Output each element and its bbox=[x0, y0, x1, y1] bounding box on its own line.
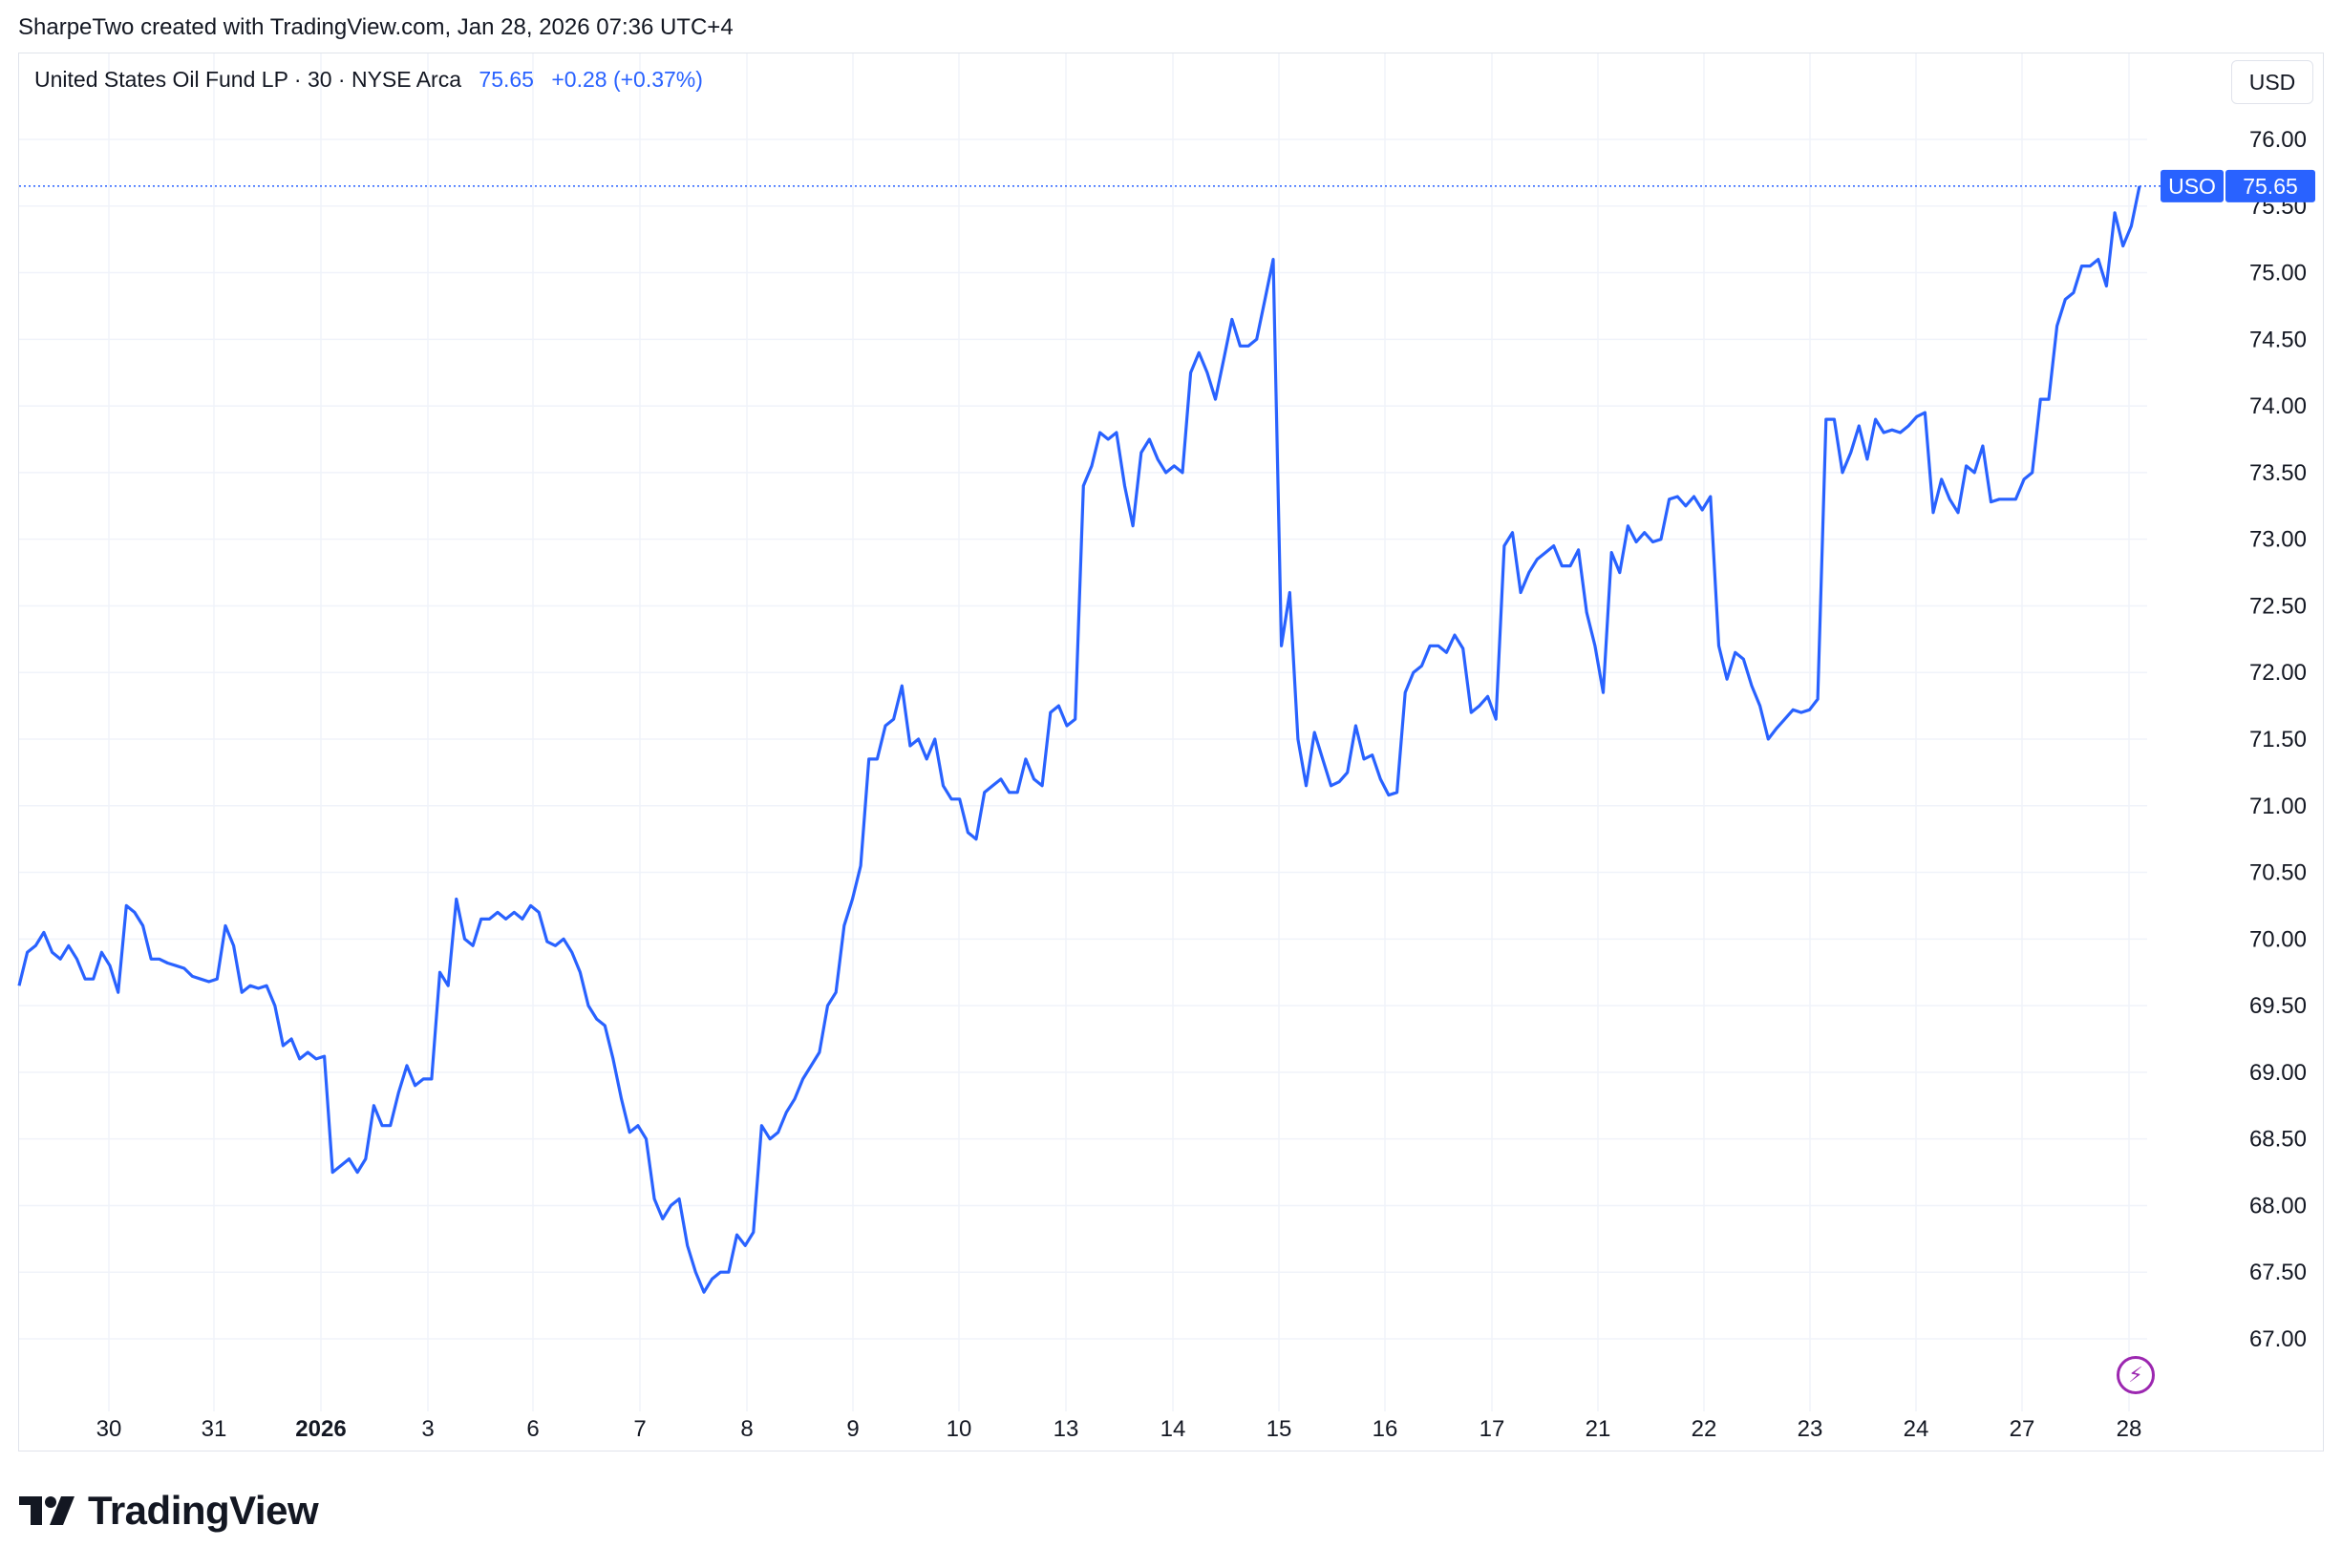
x-tick-label: 9 bbox=[846, 1416, 859, 1442]
y-axis: 67.00 67.50 68.00 68.50 69.00 69.50 70.00 70.50… bbox=[2249, 127, 2307, 1352]
price-tag-ticker: USO bbox=[2168, 174, 2216, 199]
y-tick-label: 67.50 bbox=[2249, 1260, 2307, 1285]
x-tick-label: 8 bbox=[740, 1416, 753, 1442]
x-tick-label: 10 bbox=[947, 1416, 972, 1442]
y-tick-label: 72.50 bbox=[2249, 593, 2307, 619]
brand-name: TradingView bbox=[88, 1488, 319, 1533]
x-tick-label: 22 bbox=[1692, 1416, 1717, 1442]
x-axis: 30 31 2026 3 6 7 8 9 10 13 14 15 16 17 21 22 23 24 27 28 bbox=[96, 1416, 2142, 1442]
tradingview-logo[interactable]: TradingView bbox=[19, 1488, 319, 1534]
y-tick-label: 73.00 bbox=[2249, 527, 2307, 553]
y-tick-label: 73.50 bbox=[2249, 460, 2307, 486]
y-tick-label: 75.00 bbox=[2249, 261, 2307, 286]
last-price: 75.65 bbox=[479, 67, 534, 92]
x-tick-label: 24 bbox=[1904, 1416, 1929, 1442]
symbol-legend[interactable]: United States Oil Fund LP · 30 · NYSE Ar… bbox=[34, 67, 703, 93]
price-tag-value-bg bbox=[2225, 169, 2315, 202]
y-tick-label: 69.00 bbox=[2249, 1060, 2307, 1086]
x-tick-label: 28 bbox=[2117, 1416, 2142, 1442]
x-tick-label: 30 bbox=[96, 1416, 122, 1442]
x-tick-label: 23 bbox=[1798, 1416, 1823, 1442]
x-tick-label: 21 bbox=[1586, 1416, 1611, 1442]
x-tick-label: 2026 bbox=[295, 1416, 346, 1442]
lightning-icon[interactable]: ⚡ bbox=[2117, 1356, 2155, 1394]
y-tick-label: 70.00 bbox=[2249, 926, 2307, 952]
y-tick-label: 76.00 bbox=[2249, 127, 2307, 153]
x-tick-label: 17 bbox=[1480, 1416, 1505, 1442]
y-tick-label: 74.50 bbox=[2249, 327, 2307, 352]
price-tag: USO 75.65 bbox=[2161, 169, 2315, 202]
y-tick-label: 71.00 bbox=[2249, 794, 2307, 819]
y-tick-label: 69.50 bbox=[2249, 993, 2307, 1019]
x-tick-label: 15 bbox=[1267, 1416, 1292, 1442]
symbol-text[interactable]: United States Oil Fund LP · 30 · NYSE Ar… bbox=[34, 67, 462, 92]
x-tick-label: 27 bbox=[2010, 1416, 2035, 1442]
y-tick-label: 74.00 bbox=[2249, 393, 2307, 419]
chart-caption: SharpeTwo created with TradingView.com, … bbox=[18, 14, 734, 40]
grid-layer bbox=[19, 53, 2147, 1411]
x-tick-label: 14 bbox=[1160, 1416, 1186, 1442]
price-series-line bbox=[17, 185, 2141, 1294]
price-tag-ticker-bg bbox=[2161, 169, 2224, 202]
chart-frame bbox=[18, 53, 2324, 1451]
x-tick-label: 3 bbox=[421, 1416, 434, 1442]
y-tick-label: 68.00 bbox=[2249, 1193, 2307, 1218]
price-tag-value: 75.65 bbox=[2243, 174, 2298, 199]
y-tick-label: 71.50 bbox=[2249, 727, 2307, 752]
price-change: +0.28 (+0.37%) bbox=[551, 67, 703, 92]
x-tick-label: 7 bbox=[633, 1416, 646, 1442]
x-tick-label: 13 bbox=[1054, 1416, 1079, 1442]
y-tick-label: 67.00 bbox=[2249, 1326, 2307, 1352]
x-tick-label: 16 bbox=[1373, 1416, 1398, 1442]
y-tick-label: 68.50 bbox=[2249, 1127, 2307, 1153]
x-tick-label: 6 bbox=[526, 1416, 539, 1442]
x-tick-label: 31 bbox=[202, 1416, 227, 1442]
y-tick-label: 72.00 bbox=[2249, 660, 2307, 686]
tv-mark-icon bbox=[19, 1496, 75, 1525]
y-tick-label: 70.50 bbox=[2249, 860, 2307, 886]
currency-button[interactable]: USD bbox=[2231, 60, 2313, 104]
